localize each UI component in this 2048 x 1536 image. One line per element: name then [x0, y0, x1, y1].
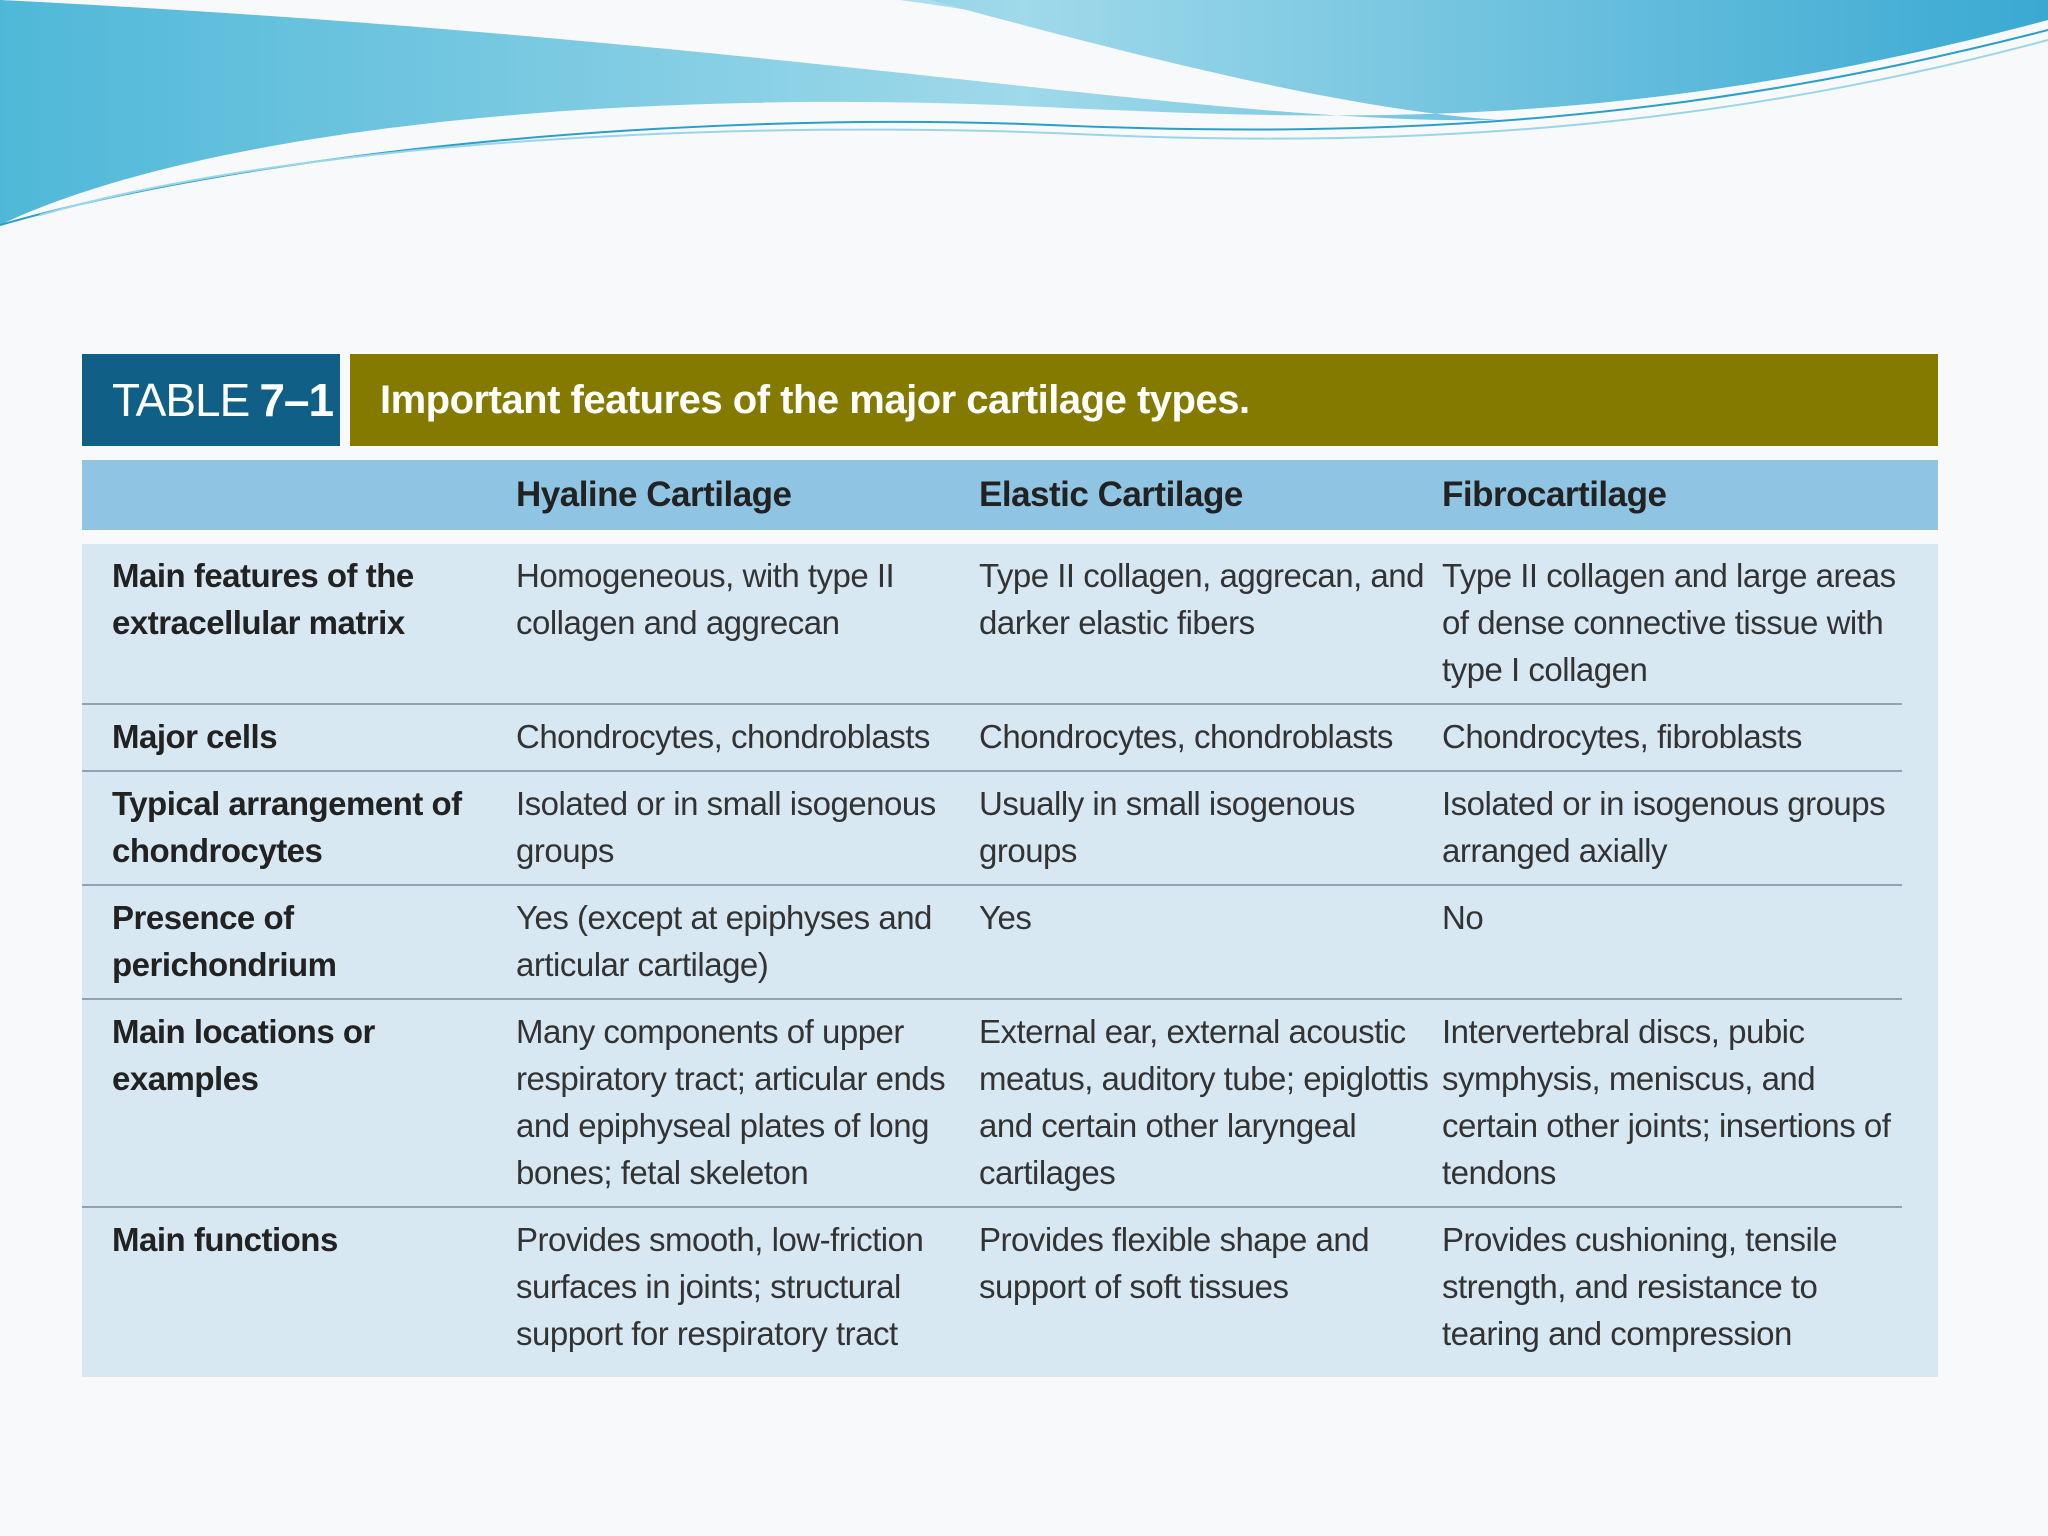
table-title-bar: TABLE 7–1 Important features of the majo… — [82, 354, 1938, 446]
header-cell-fibro: Fibrocartilage — [1442, 474, 1667, 514]
cell-fibro: Intervertebral discs, pubic symphysis, m… — [1442, 1013, 1891, 1191]
table-row: Main functions Provides smooth, low-fric… — [82, 1208, 1902, 1367]
cell-fibro: Isolated or in isogenous groups arranged… — [1442, 785, 1886, 869]
cell-fibro: Type II collagen and large areas of dens… — [1442, 557, 1896, 688]
table-header-row: Hyaline Cartilage Elastic Cartilage Fibr… — [82, 460, 1938, 530]
cell-elastic: Type II collagen, aggrecan, and darker e… — [979, 557, 1425, 641]
cell-hyaline: Chondrocytes, chondroblasts — [516, 718, 930, 755]
table-row: Major cells Chondrocytes, chondroblasts … — [82, 705, 1902, 772]
table-label-number: 7–1 — [259, 374, 334, 426]
table-label-prefix: TABLE — [112, 374, 250, 426]
cell-elastic: Usually in small isogenous groups — [979, 785, 1355, 869]
row-header: Main functions — [112, 1221, 338, 1258]
table-label: TABLE 7–1 — [82, 354, 340, 446]
header-cell-elastic: Elastic Cartilage — [979, 474, 1243, 514]
cell-elastic: Chondrocytes, chondroblasts — [979, 718, 1393, 755]
row-header: Presence of perichondrium — [112, 899, 337, 983]
cell-hyaline: Many components of upper respiratory tra… — [516, 1013, 946, 1191]
header-cell-hyaline: Hyaline Cartilage — [516, 474, 792, 514]
cell-elastic: Provides flexible shape and support of s… — [979, 1221, 1370, 1305]
table-row: Main locations or examples Many componen… — [82, 1000, 1902, 1208]
header-cell-feature — [82, 486, 516, 504]
row-header: Main locations or examples — [112, 1013, 375, 1097]
table-title: Important features of the major cartilag… — [350, 354, 1938, 446]
decorative-swoosh — [0, 0, 2048, 226]
row-header: Main features of the extracellular matri… — [112, 557, 414, 641]
row-header: Typical arrangement of chondrocytes — [112, 785, 462, 869]
title-divider — [340, 354, 350, 446]
cell-elastic: External ear, external acoustic meatus, … — [979, 1013, 1429, 1191]
cell-elastic: Yes — [979, 899, 1032, 936]
cell-fibro: Chondrocytes, fibroblasts — [1442, 718, 1802, 755]
table-body: Main features of the extracellular matri… — [82, 544, 1938, 1377]
table-row: Presence of perichondrium Yes (except at… — [82, 886, 1902, 1000]
cartilage-table: TABLE 7–1 Important features of the majo… — [82, 354, 1938, 1377]
table-row: Typical arrangement of chondrocytes Isol… — [82, 772, 1902, 886]
cell-fibro: No — [1442, 899, 1484, 936]
cell-hyaline: Homogeneous, with type II collagen and a… — [516, 557, 895, 641]
row-header: Major cells — [112, 718, 278, 755]
cell-hyaline: Yes (except at epiphyses and articular c… — [516, 899, 932, 983]
cell-hyaline: Provides smooth, low-friction surfaces i… — [516, 1221, 924, 1352]
cell-fibro: Provides cushioning, tensile strength, a… — [1442, 1221, 1838, 1352]
cell-hyaline: Isolated or in small isogenous groups — [516, 785, 936, 869]
table-row: Main features of the extracellular matri… — [82, 544, 1902, 705]
